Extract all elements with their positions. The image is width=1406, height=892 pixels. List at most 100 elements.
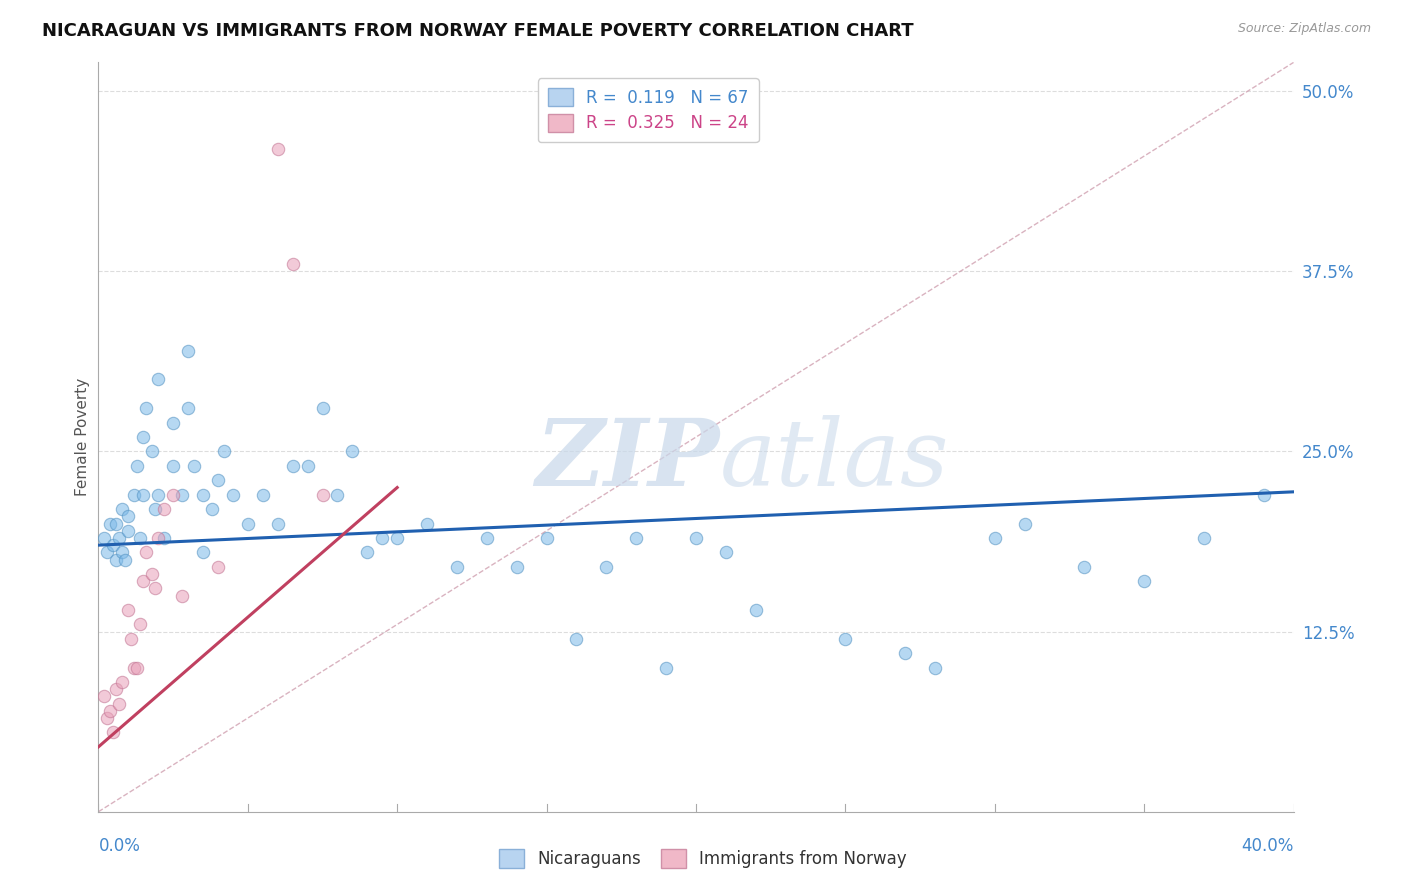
Point [117,509,139,524]
Point [446,559,468,574]
Point [311,401,333,416]
Point [1133,574,1156,589]
Point [1192,531,1215,545]
Point [132,574,155,589]
Point [148,531,170,545]
Point [105,682,128,697]
Point [143,582,166,596]
Point [141,566,163,581]
Point [93,690,115,704]
Point [127,660,149,674]
Text: atlas: atlas [720,415,949,505]
Point [565,632,588,646]
Point [1014,516,1036,531]
Point [222,488,245,502]
Point [475,531,498,545]
Point [162,488,184,502]
Point [132,488,155,502]
Point [267,142,290,156]
Point [162,416,184,430]
Point [1073,559,1095,574]
Point [356,545,378,559]
Point [595,559,617,574]
Text: Source: ZipAtlas.com: Source: ZipAtlas.com [1237,22,1371,36]
Point [127,458,149,473]
Point [117,603,139,617]
Point [207,559,229,574]
Point [108,531,131,545]
Point [191,488,214,502]
Point [626,531,648,545]
Point [342,444,364,458]
Point [111,545,134,559]
Point [129,531,152,545]
Point [172,488,194,502]
Text: 0.0%: 0.0% [98,837,141,855]
Point [536,531,558,545]
Point [105,516,128,531]
Point [894,646,917,660]
Text: 40.0%: 40.0% [1241,837,1294,855]
Point [117,524,139,538]
Text: ZIP: ZIP [536,415,720,505]
Point [745,603,768,617]
Point [183,458,205,473]
Point [685,531,707,545]
Point [103,725,125,739]
Point [124,488,146,502]
Text: NICARAGUAN VS IMMIGRANTS FROM NORWAY FEMALE POVERTY CORRELATION CHART: NICARAGUAN VS IMMIGRANTS FROM NORWAY FEM… [42,22,914,40]
Point [103,538,125,552]
Point [191,545,214,559]
Point [96,545,118,559]
Point [281,458,304,473]
Point [162,458,184,473]
Point [141,444,163,458]
Point [236,516,259,531]
Point [252,488,274,502]
Point [105,552,128,566]
Y-axis label: Female Poverty: Female Poverty [75,378,90,496]
Point [714,545,737,559]
Point [506,559,529,574]
Point [135,545,157,559]
Point [129,617,152,632]
Point [124,660,146,674]
Point [416,516,439,531]
Point [984,531,1007,545]
Point [153,531,176,545]
Point [111,502,134,516]
Point [132,430,155,444]
Point [311,488,333,502]
Point [111,675,134,690]
Point [924,660,946,674]
Point [148,372,170,386]
Point [114,552,136,566]
Point [207,473,229,487]
Point [93,531,115,545]
Point [281,257,304,271]
Point [96,711,118,725]
Point [120,632,142,646]
Point [371,531,394,545]
Point [98,516,122,531]
Point [153,502,176,516]
Point [135,401,157,416]
Legend: Nicaraguans, Immigrants from Norway: Nicaraguans, Immigrants from Norway [492,843,914,875]
Point [172,589,194,603]
Point [108,697,131,711]
Legend: R =  0.119   N = 67, R =  0.325   N = 24: R = 0.119 N = 67, R = 0.325 N = 24 [537,78,759,142]
Point [177,343,200,358]
Point [834,632,856,646]
Point [655,660,678,674]
Point [1253,488,1275,502]
Point [212,444,235,458]
Point [297,458,319,473]
Point [177,401,200,416]
Point [143,502,166,516]
Point [267,516,290,531]
Point [201,502,224,516]
Point [326,488,349,502]
Point [385,531,409,545]
Point [148,488,170,502]
Point [98,704,122,718]
